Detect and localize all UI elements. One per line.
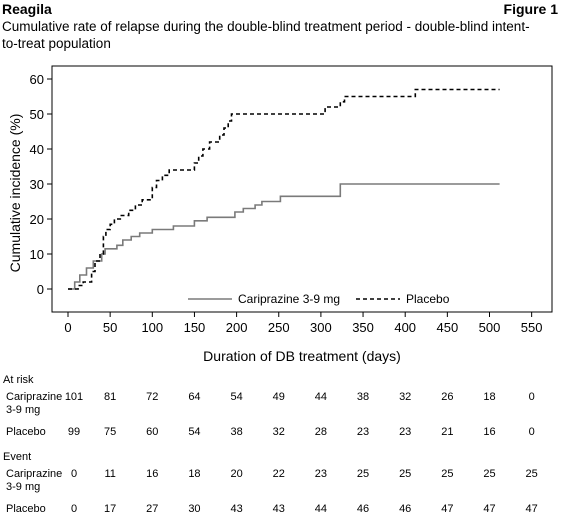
event-heading: Event (3, 451, 31, 463)
at-risk-cariprazine-row-value: 38 (357, 391, 369, 403)
figure-number: Figure 1 (503, 1, 558, 17)
x-tick-label: 0 (64, 320, 71, 335)
at-risk-placebo-row-value: 28 (315, 426, 327, 438)
y-tick-label: 20 (30, 212, 44, 227)
x-tick-label: 350 (352, 320, 374, 335)
x-tick-label: 250 (268, 320, 290, 335)
event-cariprazine-row-value: 22 (273, 468, 285, 480)
at-risk-cariprazine-row-value: 72 (146, 391, 158, 403)
event-placebo-row-value: 17 (104, 503, 116, 515)
at-risk-cariprazine-row-label: 3-9 mg (6, 404, 40, 416)
event-placebo-row-value: 46 (399, 503, 411, 515)
legend-label-placebo: Placebo (406, 292, 450, 306)
x-tick-label: 400 (394, 320, 416, 335)
event-cariprazine-row-value: 25 (441, 468, 453, 480)
event-placebo-row-value: 43 (273, 503, 285, 515)
event-placebo-row-label: Placebo (6, 503, 46, 515)
at-risk-placebo-row-value: 38 (230, 426, 242, 438)
at-risk-cariprazine-row-label: Cariprazine (6, 391, 62, 403)
at-risk-placebo-row-value: 21 (441, 426, 453, 438)
event-cariprazine-row-value: 20 (230, 468, 242, 480)
event-placebo-row-value: 47 (441, 503, 453, 515)
event-placebo-row-value: 44 (315, 503, 327, 515)
series-line-placebo (68, 88, 500, 290)
y-tick-label: 50 (30, 107, 44, 122)
at-risk-placebo-row-label: Placebo (6, 426, 46, 438)
x-axis-label: Duration of DB treatment (days) (203, 348, 401, 364)
event-placebo-row-value: 43 (230, 503, 242, 515)
event-placebo-row-value: 46 (357, 503, 369, 515)
at-risk-placebo-row-value: 99 (68, 426, 80, 438)
at-risk-cariprazine-row-value: 32 (399, 391, 411, 403)
event-cariprazine-row-value: 25 (526, 468, 538, 480)
y-tick-label: 10 (30, 247, 44, 262)
event-cariprazine-row-value: 23 (315, 468, 327, 480)
event-cariprazine-row-label: Cariprazine (6, 468, 62, 480)
event-placebo-row-value: 0 (71, 503, 77, 515)
at-risk-cariprazine-row-value: 54 (230, 391, 242, 403)
event-placebo-row-value: 30 (188, 503, 200, 515)
event-cariprazine-row-value: 25 (399, 468, 411, 480)
at-risk-placebo-row-value: 16 (483, 426, 495, 438)
event-cariprazine-row-value: 16 (146, 468, 158, 480)
legend-label-cariprazine: Cariprazine 3-9 mg (238, 292, 340, 306)
at-risk-heading: At risk (3, 374, 34, 386)
y-tick-label: 40 (30, 142, 44, 157)
at-risk-cariprazine-row-value: 49 (273, 391, 285, 403)
event-placebo-row-value: 47 (526, 503, 538, 515)
event-cariprazine-row-value: 25 (357, 468, 369, 480)
at-risk-cariprazine-row-value: 81 (104, 391, 116, 403)
at-risk-cariprazine-row-value: 26 (441, 391, 453, 403)
x-tick-label: 50 (103, 320, 117, 335)
y-tick-label: 60 (30, 72, 44, 87)
at-risk-cariprazine-row-value: 44 (315, 391, 327, 403)
x-tick-label: 500 (479, 320, 501, 335)
at-risk-placebo-row-value: 0 (529, 426, 535, 438)
event-cariprazine-row-label: 3-9 mg (6, 481, 40, 493)
x-tick-label: 150 (184, 320, 206, 335)
x-tick-label: 100 (141, 320, 163, 335)
at-risk-placebo-row-value: 75 (104, 426, 116, 438)
x-tick-label: 550 (521, 320, 543, 335)
event-cariprazine-row-value: 11 (104, 468, 115, 480)
y-axis-label: Cumulative incidence (%) (7, 114, 23, 273)
at-risk-placebo-row-value: 60 (146, 426, 158, 438)
at-risk-cariprazine-row-value: 18 (483, 391, 495, 403)
x-tick-label: 200 (226, 320, 248, 335)
event-cariprazine-row-value: 18 (188, 468, 200, 480)
at-risk-placebo-row-value: 54 (188, 426, 200, 438)
at-risk-cariprazine-row-value: 0 (529, 391, 535, 403)
plot-area-frame (51, 65, 553, 313)
at-risk-placebo-row-value: 23 (399, 426, 411, 438)
y-tick-label: 0 (37, 282, 44, 297)
at-risk-cariprazine-row-value: 64 (188, 391, 200, 403)
x-tick-label: 300 (310, 320, 332, 335)
at-risk-cariprazine-row-value: 101 (65, 391, 83, 403)
at-risk-placebo-row-value: 23 (357, 426, 369, 438)
series-line-cariprazine (68, 183, 500, 290)
y-tick-label: 30 (30, 177, 44, 192)
event-cariprazine-row-value: 0 (71, 468, 77, 480)
at-risk-placebo-row-value: 32 (273, 426, 285, 438)
x-tick-label: 450 (436, 320, 458, 335)
chart-title: Cumulative rate of relapse during the do… (2, 19, 530, 51)
document-header-left: Reagila (2, 1, 52, 17)
event-placebo-row-value: 47 (483, 503, 495, 515)
event-placebo-row-value: 27 (146, 503, 158, 515)
event-cariprazine-row-value: 25 (483, 468, 495, 480)
